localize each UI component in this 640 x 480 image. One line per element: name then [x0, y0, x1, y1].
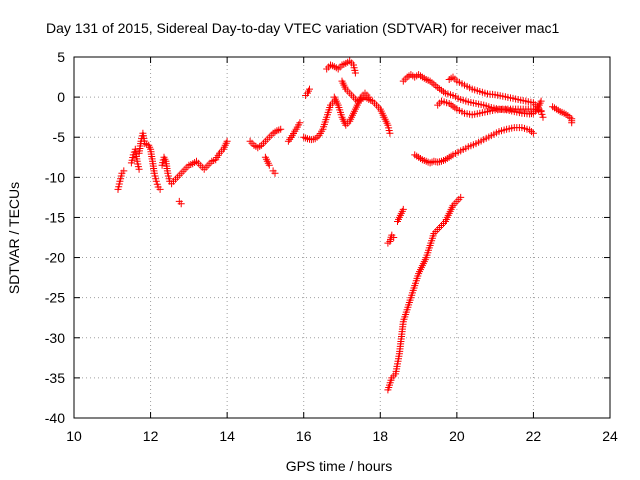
y-tick-label: -35	[45, 370, 65, 386]
y-tick-label: 5	[57, 49, 65, 65]
chart-title: Day 131 of 2015, Sidereal Day-to-day VTE…	[46, 20, 559, 36]
data-point	[152, 177, 160, 185]
data-point	[306, 85, 313, 93]
data-point	[296, 119, 304, 127]
data-point	[539, 113, 547, 121]
y-tick-label: -40	[45, 410, 65, 426]
plot-frame	[73, 56, 611, 419]
data-point	[529, 129, 537, 137]
data-point	[177, 200, 185, 208]
data-point	[256, 142, 264, 150]
y-tick-label: 0	[57, 89, 65, 105]
data-point	[302, 134, 310, 142]
data-point	[120, 167, 128, 175]
data-point	[277, 125, 285, 133]
x-tick-label: 16	[296, 428, 312, 444]
x-tick-label: 18	[372, 428, 388, 444]
data-point	[135, 165, 143, 173]
y-tick-label: -10	[45, 169, 65, 185]
x-tick-label: 24	[602, 428, 618, 444]
y-tick-label: -25	[45, 290, 65, 306]
data-point	[537, 107, 545, 115]
data-point	[457, 193, 465, 201]
data-point	[365, 93, 373, 101]
data-point	[430, 80, 438, 88]
data-point	[156, 185, 164, 193]
y-axis-label: SDTVAR / TECUs	[6, 182, 22, 294]
data-point	[311, 135, 319, 143]
data-point	[386, 129, 394, 137]
axis-ticks	[73, 56, 611, 419]
y-tick-label: -30	[45, 330, 65, 346]
data-point	[537, 97, 545, 105]
data-points	[114, 57, 576, 394]
data-point	[271, 169, 279, 177]
y-tick-labels: 5 0 -5 -10 -15 -20 -25 -30 -35 -40	[45, 49, 65, 426]
data-point	[223, 137, 231, 145]
data-point	[265, 161, 273, 169]
data-point	[399, 205, 407, 213]
x-tick-label: 14	[219, 428, 235, 444]
data-point	[432, 82, 440, 90]
x-tick-label: 22	[526, 428, 542, 444]
data-point	[568, 119, 576, 127]
x-tick-label: 12	[143, 428, 159, 444]
data-point	[284, 137, 292, 145]
x-tick-label: 20	[449, 428, 465, 444]
x-tick-label: 10	[66, 428, 82, 444]
y-tick-label: -5	[53, 129, 66, 145]
y-tick-label: -20	[45, 250, 65, 266]
gridlines	[74, 57, 610, 418]
data-point	[351, 69, 359, 77]
x-tick-labels: 10 12 14 16 18 20 22 24	[66, 428, 618, 444]
x-axis-label: GPS time / hours	[286, 458, 393, 474]
data-point	[390, 234, 398, 241]
y-tick-label: -15	[45, 209, 65, 225]
